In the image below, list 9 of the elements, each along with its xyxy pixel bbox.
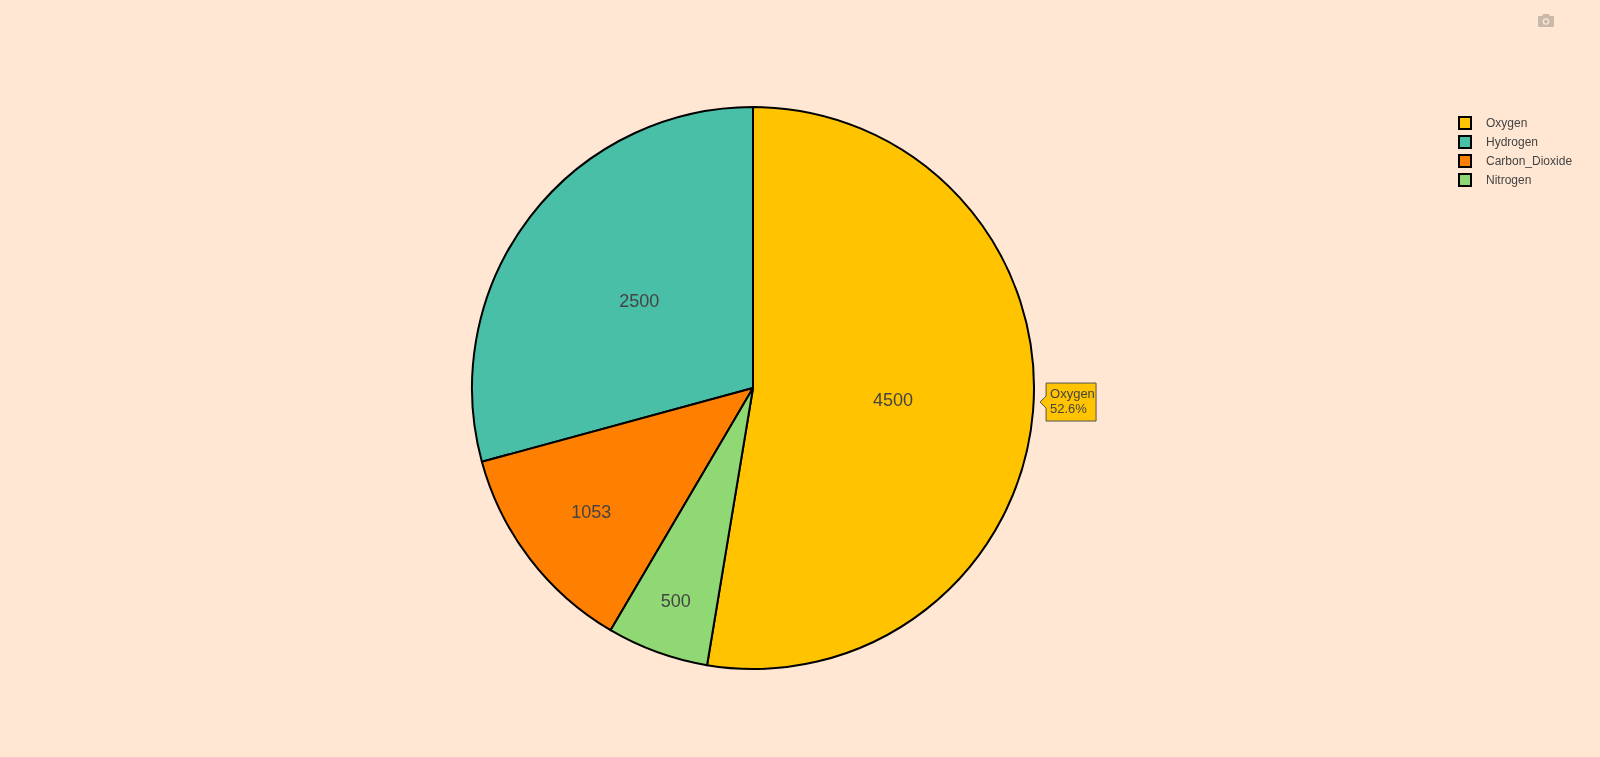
data-label: 1053 xyxy=(571,501,612,522)
data-label: 2500 xyxy=(619,291,660,312)
legend-label: Oxygen xyxy=(1486,116,1528,130)
legend-label: Carbon_Dioxide xyxy=(1486,154,1573,168)
data-label: 500 xyxy=(660,590,691,611)
legend-label: Hydrogen xyxy=(1486,135,1539,149)
legend-label: Nitrogen xyxy=(1486,173,1532,187)
data-label: 4500 xyxy=(873,389,914,410)
text: Oxygen 52.6% xyxy=(1050,386,1095,417)
